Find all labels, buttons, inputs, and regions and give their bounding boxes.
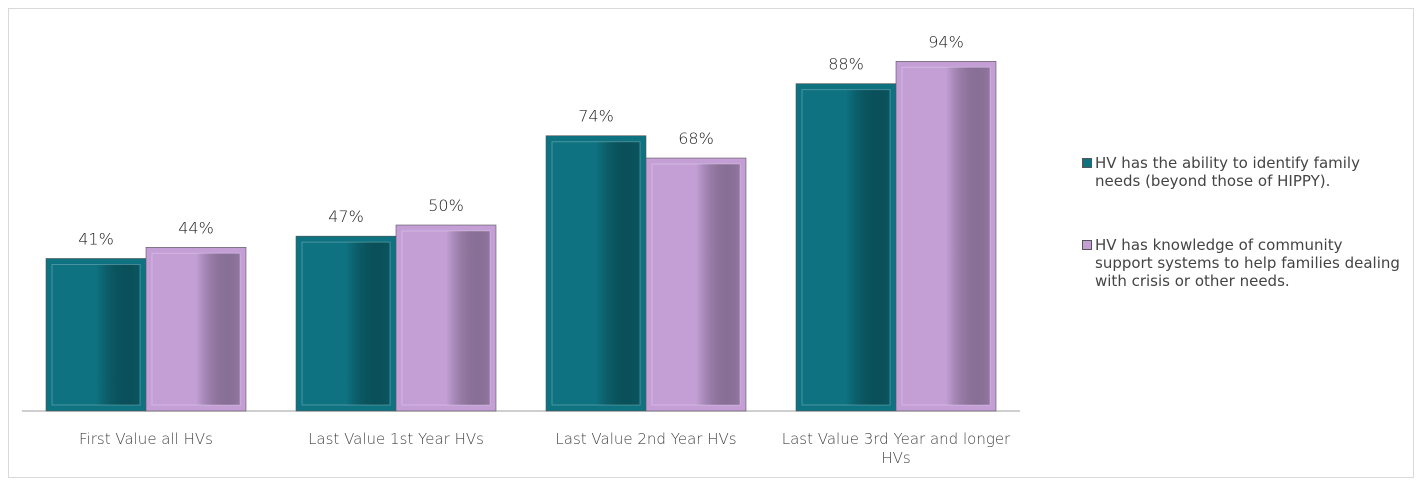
bar-bevel: [551, 141, 641, 406]
legend-label: HV has knowledge of community support sy…: [1095, 236, 1400, 290]
bar-bevel: [651, 163, 741, 406]
legend-swatch: [1082, 240, 1092, 250]
x-tick-label: Last Value 2nd Year HVs: [555, 430, 737, 448]
bar-bevel: [901, 66, 991, 406]
data-label: 74%: [578, 107, 614, 126]
x-tick-label: Last Value 1st Year HVs: [308, 430, 484, 448]
legend-label: HV has the ability to identify family ne…: [1095, 154, 1360, 190]
data-label: 88%: [828, 55, 864, 74]
data-label: 68%: [678, 129, 714, 148]
bar-bevel: [401, 230, 491, 406]
data-label: 44%: [178, 218, 214, 237]
x-tick-label: Last Value 3rd Year and longer HVs: [781, 430, 1011, 467]
bar-bevel: [151, 252, 241, 406]
data-label: 94%: [928, 32, 964, 51]
data-label: 50%: [428, 196, 464, 215]
data-label: 47%: [328, 207, 364, 226]
legend-swatch: [1082, 158, 1092, 168]
bar-bevel: [301, 241, 391, 406]
legend-item: HV has knowledge of community support sy…: [1082, 236, 1402, 290]
chart-frame: [8, 8, 1414, 478]
legend-item: HV has the ability to identify family ne…: [1082, 154, 1402, 190]
data-label: 41%: [78, 229, 114, 248]
x-tick-label: First Value all HVs: [79, 430, 213, 448]
bar-bevel: [51, 263, 141, 406]
bar-bevel: [801, 89, 891, 406]
